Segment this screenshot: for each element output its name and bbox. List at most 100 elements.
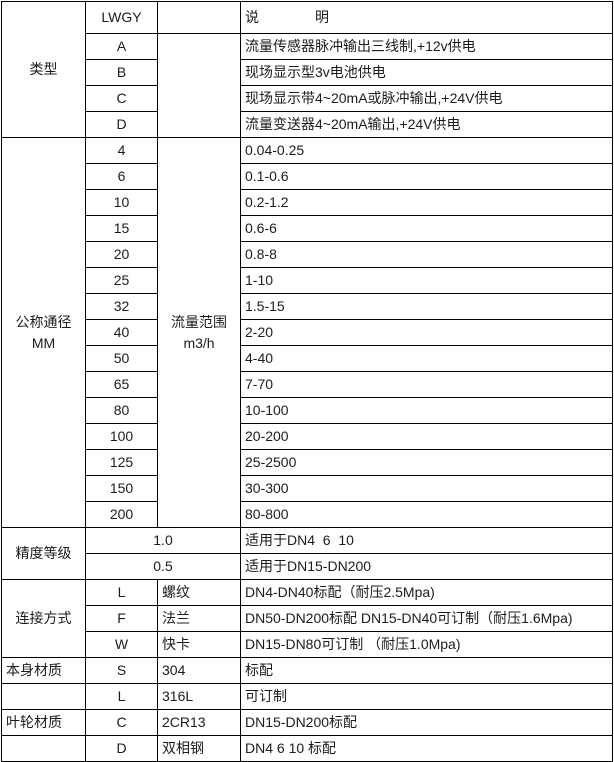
flow-range-cell: 1-10	[240, 267, 613, 294]
connection-name-cell: 法兰	[157, 605, 241, 632]
type-row: C 现场显示带4~20mA或脉冲输出,+24V供电	[2, 85, 613, 112]
flow-range-label: 流量范围 m3/h	[157, 137, 241, 528]
flow-range-cell: 0.6-6	[240, 215, 613, 242]
header-empty-cell	[157, 1, 241, 34]
connection-name-cell: 快卡	[157, 631, 241, 658]
size-cell: 100	[85, 423, 158, 450]
size-cell: 6	[85, 163, 158, 190]
type-desc-cell: 流量变送器4~20mA输出,+24V供电	[240, 111, 613, 138]
flow-range-cell: 4-40	[240, 345, 613, 372]
diameter-row: 100 20-200	[2, 423, 613, 450]
accuracy-desc-cell: 适用于DN4 6 10	[240, 527, 613, 554]
type-empty-cell	[157, 33, 241, 138]
connection-name-cell: 螺纹	[157, 579, 241, 606]
impeller-material-section-label: 叶轮材质	[1, 709, 86, 736]
diameter-row: 公称通径 MM 4 流量范围 m3/h 0.04-0.25	[1, 137, 613, 528]
type-code-cell: A	[85, 33, 158, 60]
material-name-cell: 2CR13	[157, 709, 241, 736]
type-code-cell: D	[85, 111, 158, 138]
material-code-cell: S	[85, 657, 158, 684]
connection-section-label: 连接方式	[1, 579, 86, 658]
material-name-cell: 双相钢	[157, 735, 241, 762]
body-material-row: L 316L 可订制	[1, 683, 613, 710]
diameter-row: 20 0.8-8	[2, 241, 613, 268]
size-cell: 10	[85, 189, 158, 216]
accuracy-row: 0.5 适用于DN15-DN200	[2, 553, 613, 580]
size-cell: 32	[85, 293, 158, 320]
accuracy-value-cell: 1.0	[85, 527, 241, 554]
body-material-section-label: 本身材质	[1, 657, 86, 684]
flow-range-cell: 0.1-0.6	[240, 163, 613, 190]
description-title-cell: 说 明	[240, 1, 613, 34]
flow-range-cell: 0.04-0.25	[240, 137, 613, 164]
material-desc-cell: 可订制	[240, 683, 613, 710]
diameter-row: 10 0.2-1.2	[2, 189, 613, 216]
body-material-empty-label	[1, 683, 86, 710]
connection-code-cell: W	[85, 631, 158, 658]
accuracy-desc-cell: 适用于DN15-DN200	[240, 553, 613, 580]
flow-range-cell: 30-300	[240, 475, 613, 502]
diameter-row: 25 1-10	[2, 267, 613, 294]
flow-range-cell: 2-20	[240, 319, 613, 346]
material-code-cell: L	[85, 683, 158, 710]
accuracy-value-cell: 0.5	[85, 553, 241, 580]
size-cell: 150	[85, 475, 158, 502]
connection-row: 连接方式 L 螺纹 DN4-DN40标配（耐压2.5Mpa)	[1, 579, 613, 658]
body-material-row: 本身材质 S 304 标配	[1, 657, 613, 684]
type-row: D 流量变送器4~20mA输出,+24V供电	[2, 111, 613, 138]
accuracy-row: 精度等级 1.0 适用于DN4 6 10	[1, 527, 613, 580]
diameter-row: 200 80-800	[2, 501, 613, 528]
diameter-row: 15 0.6-6	[2, 215, 613, 242]
accuracy-section-label: 精度等级	[1, 527, 86, 580]
flow-range-cell: 0.2-1.2	[240, 189, 613, 216]
size-cell: 4	[85, 137, 158, 164]
size-cell: 80	[85, 397, 158, 424]
connection-code-cell: F	[85, 605, 158, 632]
material-desc-cell: DN4 6 10 标配	[240, 735, 613, 762]
material-desc-cell: DN15-DN200标配	[240, 709, 613, 736]
diameter-row: 6 0.1-0.6	[2, 163, 613, 190]
type-row: A 流量传感器脉冲输出三线制,+12v供电	[2, 33, 613, 138]
size-cell: 65	[85, 371, 158, 398]
size-cell: 20	[85, 241, 158, 268]
type-code-cell: B	[85, 59, 158, 86]
flow-range-cell: 20-200	[240, 423, 613, 450]
type-section-label: 类型	[1, 1, 86, 138]
connection-row: F 法兰 DN50-DN200标配 DN15-DN40可订制（耐压1.6Mpa)	[2, 605, 613, 632]
impeller-material-empty-label	[1, 735, 86, 762]
connection-code-cell: L	[85, 579, 158, 606]
diameter-row: 50 4-40	[2, 345, 613, 372]
diameter-row: 65 7-70	[2, 371, 613, 398]
material-name-cell: 304	[157, 657, 241, 684]
diameter-section-label: 公称通径 MM	[1, 137, 86, 528]
material-desc-cell: 标配	[240, 657, 613, 684]
diameter-row: 150 30-300	[2, 475, 613, 502]
flow-range-cell: 1.5-15	[240, 293, 613, 320]
diameter-row: 125 25-2500	[2, 449, 613, 476]
diameter-row: 32 1.5-15	[2, 293, 613, 320]
size-cell: 125	[85, 449, 158, 476]
connection-desc-cell: DN50-DN200标配 DN15-DN40可订制（耐压1.6Mpa)	[240, 605, 613, 632]
header-row: 类型 LWGY 说 明	[1, 1, 613, 138]
impeller-material-row: D 双相钢 DN4 6 10 标配	[1, 735, 613, 762]
impeller-material-row: 叶轮材质 C 2CR13 DN15-DN200标配	[1, 709, 613, 736]
diameter-row: 40 2-20	[2, 319, 613, 346]
model-code-cell: LWGY	[85, 1, 158, 34]
material-code-cell: D	[85, 735, 158, 762]
size-cell: 200	[85, 501, 158, 528]
flow-range-cell: 80-800	[240, 501, 613, 528]
type-code-cell: C	[85, 85, 158, 112]
flow-range-cell: 0.8-8	[240, 241, 613, 268]
type-desc-cell: 流量传感器脉冲输出三线制,+12v供电	[240, 33, 613, 60]
size-cell: 40	[85, 319, 158, 346]
size-cell: 25	[85, 267, 158, 294]
flow-range-cell: 10-100	[240, 397, 613, 424]
connection-desc-cell: DN4-DN40标配（耐压2.5Mpa)	[240, 579, 613, 606]
diameter-row: 80 10-100	[2, 397, 613, 424]
type-desc-cell: 现场显示型3v电池供电	[240, 59, 613, 86]
material-name-cell: 316L	[157, 683, 241, 710]
type-desc-cell: 现场显示带4~20mA或脉冲输出,+24V供电	[240, 85, 613, 112]
flow-range-cell: 7-70	[240, 371, 613, 398]
